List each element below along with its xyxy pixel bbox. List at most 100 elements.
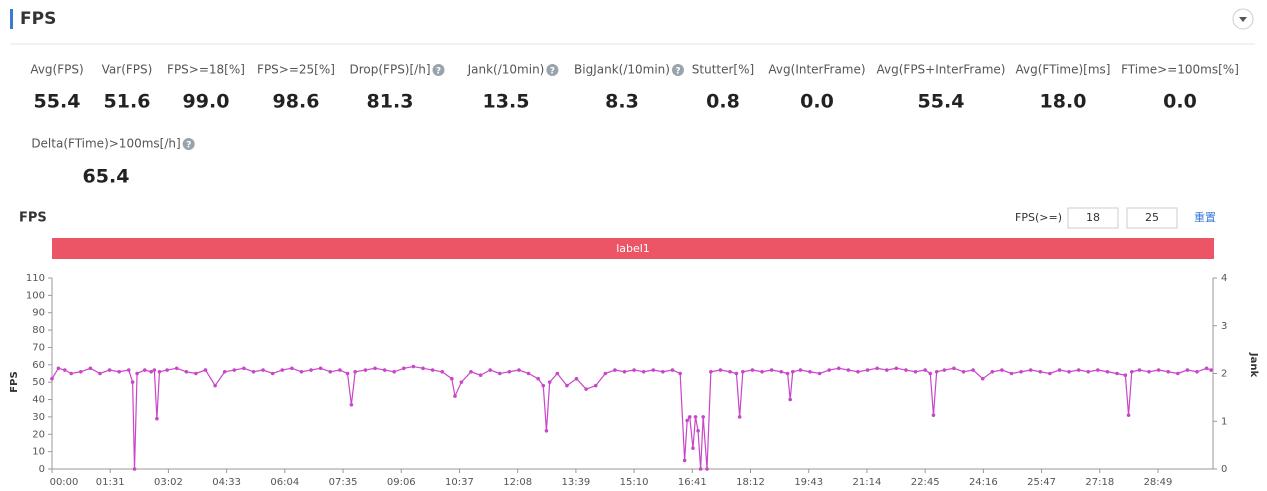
fps-point	[1204, 366, 1209, 371]
fps-point	[1195, 369, 1199, 374]
x-tick-label: 07:35	[329, 477, 358, 488]
fps-point	[682, 458, 687, 463]
y-tick-label: 0	[39, 464, 45, 475]
fps-line	[51, 365, 1212, 470]
dropdown-button[interactable]	[1232, 8, 1254, 30]
metric-value: 0.0	[800, 91, 834, 113]
fps-point	[651, 368, 656, 372]
fps-point	[1185, 368, 1190, 372]
fps-point	[107, 368, 112, 372]
y2-tick-label: 4	[1221, 273, 1227, 284]
fps-point	[430, 368, 435, 372]
threshold-low-value[interactable]: 18	[1086, 211, 1100, 224]
x-tick-label: 03:02	[154, 477, 183, 488]
fps-point	[353, 369, 358, 374]
y-tick-label: 20	[32, 429, 45, 440]
x-tick-label: 24:16	[969, 477, 998, 488]
threshold-high-input[interactable]	[1126, 207, 1178, 229]
fps-point	[213, 383, 217, 388]
fps-point	[382, 368, 387, 372]
threshold-low-input[interactable]	[1067, 207, 1119, 229]
y-tick-label: 60	[32, 360, 45, 371]
fps-point	[453, 394, 457, 398]
fps-point	[1076, 368, 1081, 372]
fps-point	[328, 369, 333, 374]
metric-value: 98.6	[273, 91, 320, 113]
help-icon[interactable]	[546, 64, 559, 76]
fps-point	[155, 416, 159, 421]
fps-point	[421, 366, 425, 371]
fps-point	[251, 369, 256, 374]
x-tick-label: 19:43	[794, 477, 823, 488]
fps-point	[440, 369, 444, 374]
fps-point	[827, 368, 831, 372]
fps-point	[149, 369, 153, 374]
y-tick-label: 50	[32, 377, 45, 388]
fps-point	[836, 366, 841, 371]
fps-point	[449, 376, 454, 381]
fps-point	[952, 366, 956, 371]
fps-point	[165, 368, 169, 372]
y-tick-label: 110	[26, 273, 45, 284]
help-icon[interactable]	[671, 64, 684, 76]
fps-point	[130, 380, 135, 384]
fps-point	[1166, 369, 1171, 374]
y-axis-label: FPS	[9, 371, 20, 392]
fps-point	[1156, 368, 1161, 372]
fps-point	[785, 371, 790, 376]
x-tick-label: 10:37	[445, 477, 474, 488]
fps-point	[544, 429, 549, 433]
metric-label: Stutter[%]	[692, 63, 754, 77]
fps-point	[574, 376, 579, 381]
band-label: label1	[616, 242, 650, 255]
fps-point	[817, 371, 822, 376]
fps-point	[392, 369, 397, 374]
fps-point	[705, 467, 709, 471]
header-title: FPS	[20, 9, 56, 29]
x-tick-label: 27:18	[1085, 477, 1114, 488]
fps-point	[232, 368, 237, 372]
fps-point	[641, 369, 646, 374]
fps-point	[541, 383, 546, 388]
fps-point	[750, 368, 755, 372]
fps-point	[1038, 369, 1043, 374]
fps-point	[913, 369, 918, 374]
fps-point	[1176, 371, 1180, 376]
fps-point	[1048, 371, 1052, 376]
plot: 0 10 20 30 40 50 60 70 80 90 100 110 0 1 2 3 4 00:00 01:31…	[26, 273, 1227, 488]
fps-point	[132, 467, 137, 471]
fps-point	[1115, 371, 1119, 376]
x-tick-label: 04:33	[212, 477, 241, 488]
fps-point	[709, 369, 713, 374]
label-band	[52, 238, 1214, 259]
metrics: Avg(FPS) 55.4 Var(FPS) 51.6 FPS>=18[%] 99.0 FP…	[30, 63, 1239, 188]
help-icon[interactable]	[432, 64, 445, 76]
x-tick-label: 01:31	[96, 477, 125, 488]
fps-point	[526, 371, 531, 376]
fps-point	[741, 369, 745, 374]
fps-point	[203, 368, 208, 372]
y-tick-label: 70	[32, 342, 45, 353]
header-accent	[10, 9, 13, 29]
fps-point	[1105, 369, 1110, 374]
metric-label: FPS>=18[%]	[167, 63, 245, 77]
fps-point	[788, 397, 792, 402]
y-tick-label: 40	[32, 395, 45, 406]
y-tick-label: 100	[26, 290, 45, 301]
metric-label: Avg(FPS+InterFrame)	[877, 63, 1006, 77]
threshold-label: FPS(>=)	[1015, 211, 1062, 224]
metric-value: 51.6	[104, 91, 151, 113]
fps-point	[299, 369, 304, 374]
y2-tick-label: 0	[1221, 464, 1227, 475]
fps-point	[808, 369, 812, 374]
fps-point	[536, 376, 540, 381]
fps-point	[856, 369, 860, 374]
fps-point	[69, 371, 73, 376]
help-icon[interactable]	[182, 138, 195, 150]
reset-button[interactable]: 重置	[1194, 210, 1216, 224]
fps-point	[497, 371, 502, 376]
threshold-high-value[interactable]: 25	[1145, 211, 1159, 224]
fps-point	[507, 369, 512, 374]
fps-point	[135, 371, 139, 376]
